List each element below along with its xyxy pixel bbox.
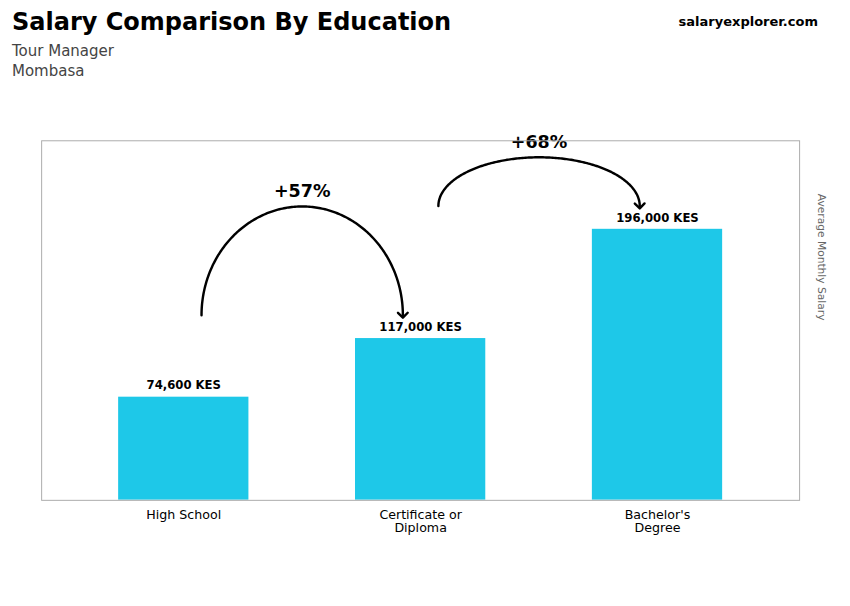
svg-text:Certificate orDiploma: Certificate orDiploma xyxy=(379,507,462,535)
svg-text:196,000 KES: 196,000 KES xyxy=(616,211,699,225)
svg-text:High School: High School xyxy=(146,507,221,522)
html-text:salaryexplorer.com: salaryexplorer.com xyxy=(678,14,818,29)
svg-text:Average Monthly Salary: Average Monthly Salary xyxy=(815,194,828,321)
html-text:Salary Comparison By Education: Salary Comparison By Education xyxy=(12,8,452,36)
svg-text:117,000 KES: 117,000 KES xyxy=(379,320,462,334)
svg-text:74,600 KES: 74,600 KES xyxy=(147,378,221,392)
html-text:Tour Manager: Tour Manager xyxy=(12,42,114,60)
svg-text:Bachelor'sDegree: Bachelor'sDegree xyxy=(625,507,691,535)
svg-text:+68%: +68% xyxy=(511,132,568,152)
svg-text:+57%: +57% xyxy=(274,181,331,201)
html-text:Mombasa: Mombasa xyxy=(12,62,85,80)
